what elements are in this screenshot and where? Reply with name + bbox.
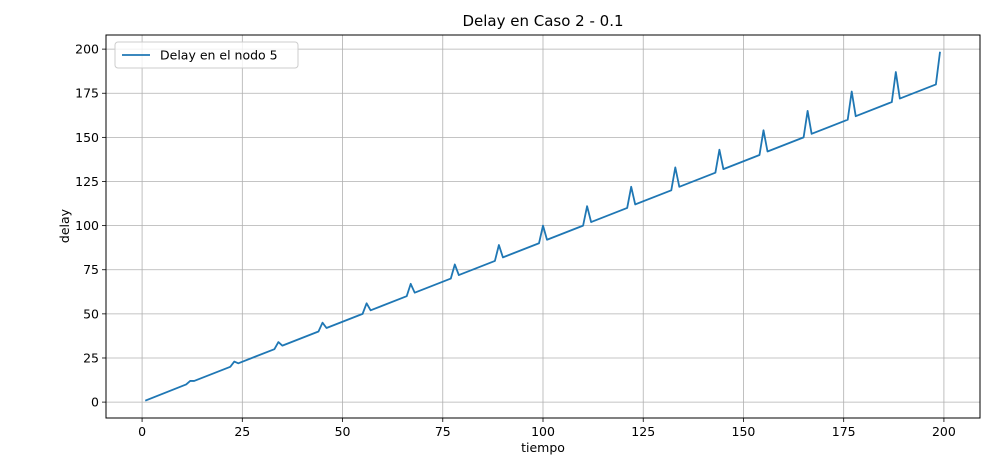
y-tick-label: 25 [83, 350, 99, 365]
x-tick-label: 150 [732, 424, 756, 439]
y-tick-label: 0 [91, 395, 99, 410]
x-tick-label: 50 [335, 424, 351, 439]
legend: Delay en el nodo 5 [114, 41, 299, 69]
x-tick-label: 125 [631, 424, 655, 439]
x-tick-label: 25 [234, 424, 250, 439]
y-tick-label: 150 [75, 130, 99, 145]
x-tick-label: 175 [832, 424, 856, 439]
chart-title: Delay en Caso 2 - 0.1 [462, 12, 623, 30]
x-tick-label: 100 [531, 424, 555, 439]
y-tick-label: 100 [75, 218, 99, 233]
legend-entry-label: Delay en el nodo 5 [160, 48, 278, 63]
y-tick-label: 50 [83, 306, 99, 321]
y-tick-label: 125 [75, 174, 99, 189]
x-tick-label: 200 [932, 424, 956, 439]
y-tick-label: 200 [75, 42, 99, 57]
legend-box [114, 41, 299, 69]
y-tick-label: 175 [75, 86, 99, 101]
x-tick-label: 0 [138, 424, 146, 439]
axis-ticks: 0 25 50 75 100 125 150 175 200 0 25 50 75 100 125 150 17… [75, 42, 956, 439]
y-axis-label: delay [57, 208, 72, 243]
x-tick-label: 75 [435, 424, 451, 439]
series-line-0 [144, 51, 941, 402]
x-axis-label: tiempo [521, 440, 565, 455]
series-layer [144, 51, 941, 402]
y-tick-label: 75 [83, 262, 99, 277]
